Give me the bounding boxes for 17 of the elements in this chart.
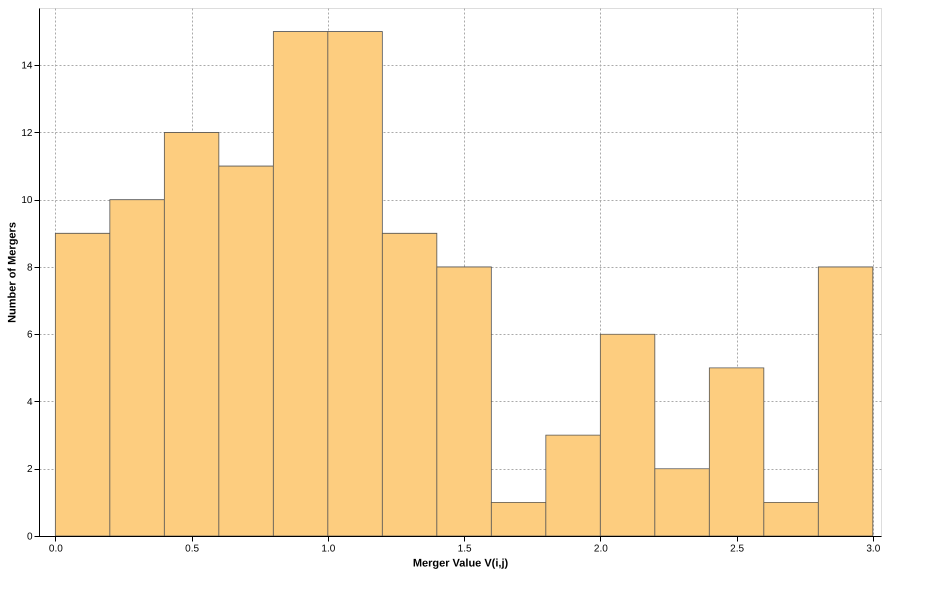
x-tick-label: 3.0 <box>866 544 881 554</box>
x-tick-label: 0.0 <box>48 544 64 554</box>
y-axis-title: Number of Mergers <box>6 222 18 323</box>
x-tick-label: 2.5 <box>730 544 744 554</box>
y-tick-label: 0 <box>26 532 33 542</box>
y-tick-label: 4 <box>26 396 33 408</box>
x-tick-label: 1.0 <box>321 544 336 554</box>
y-tick-label: 14 <box>21 60 33 72</box>
y-tick-label: 8 <box>26 262 33 274</box>
y-tick-label: 12 <box>21 128 33 139</box>
x-tick-label: 1.5 <box>458 544 472 554</box>
x-tick-label: 0.5 <box>185 544 200 554</box>
y-tick-label: 2 <box>26 464 33 476</box>
x-tick-label: 2.0 <box>594 544 608 554</box>
y-tick-label: 10 <box>21 195 33 206</box>
x-axis-title: Merger Value V(i,j) <box>412 558 509 570</box>
y-tick-label: 6 <box>26 330 33 341</box>
